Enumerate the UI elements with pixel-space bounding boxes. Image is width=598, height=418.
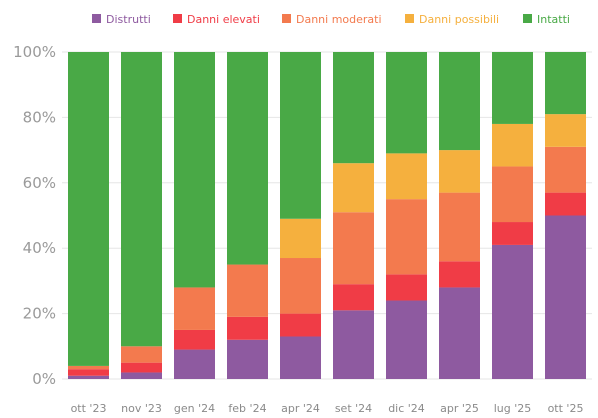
bar-segment-danni-moderati: [121, 346, 162, 363]
x-tick-label: feb '24: [228, 402, 266, 415]
bar-segment-danni-moderati: [439, 192, 480, 262]
bar-segment-danni-moderati: [68, 365, 109, 370]
x-axis: ott '23 nov '23 gen '24 feb '24 apr '24 set '…: [71, 402, 584, 415]
legend-label: Intatti: [537, 13, 570, 26]
bar-segment-danni-moderati: [545, 146, 586, 193]
bar-segment-distrutti: [121, 372, 162, 379]
bar-segment-intatti: [174, 52, 215, 288]
legend-swatch: [282, 14, 291, 23]
bar-segment-danni-elevati: [280, 313, 321, 337]
bar-stack: [174, 52, 215, 379]
bar-segment-intatti: [227, 52, 268, 265]
y-tick-label: 40%: [23, 239, 56, 257]
x-tick-label: nov '23: [121, 402, 162, 415]
legend-swatch: [92, 14, 101, 23]
y-axis: 0% 20% 40% 60% 80% 100%: [13, 43, 56, 388]
bar-segment-distrutti: [439, 287, 480, 379]
bar-segment-intatti: [121, 52, 162, 347]
x-tick-label: dic '24: [388, 402, 425, 415]
bar-stack: [68, 52, 109, 379]
legend-label: Distrutti: [106, 13, 151, 26]
bar-segment-danni-possibili: [280, 218, 321, 259]
bar-segment-danni-elevati: [492, 222, 533, 245]
bar-segment-distrutti: [227, 339, 268, 379]
legend-swatch: [405, 14, 414, 23]
bar-stack: [227, 52, 268, 379]
bar-segment-danni-elevati: [386, 274, 427, 301]
bar-segment-intatti: [439, 52, 480, 151]
legend-item: Intatti: [523, 13, 570, 26]
bar-segment-distrutti: [68, 375, 109, 379]
bar-segment-danni-elevati: [227, 316, 268, 340]
legend-item: Danni elevati: [173, 13, 260, 26]
bar-segment-danni-possibili: [386, 153, 427, 200]
x-tick-label: gen '24: [174, 402, 215, 415]
bar-segment-danni-moderati: [386, 199, 427, 275]
bar-segment-intatti: [386, 52, 427, 154]
y-tick-label: 60%: [23, 174, 56, 192]
bar-segment-danni-elevati: [545, 192, 586, 216]
bar-segment-danni-elevati: [121, 362, 162, 373]
bar-segment-distrutti: [386, 300, 427, 379]
x-tick-label: apr '24: [281, 402, 320, 415]
bar-segment-danni-elevati: [439, 261, 480, 288]
legend-label: Danni elevati: [187, 13, 260, 26]
bar-segment-danni-moderati: [280, 258, 321, 314]
bars: [68, 52, 586, 379]
bar-segment-danni-possibili: [439, 150, 480, 193]
x-tick-label: ott '25: [548, 402, 584, 415]
x-tick-label: apr '25: [440, 402, 479, 415]
bar-segment-danni-possibili: [545, 114, 586, 147]
legend-swatch: [523, 14, 532, 23]
bar-segment-intatti: [280, 52, 321, 219]
legend-item: Danni moderati: [282, 13, 382, 26]
bar-segment-danni-moderati: [174, 287, 215, 330]
bar-segment-intatti: [333, 52, 374, 164]
y-tick-label: 20%: [23, 305, 56, 323]
bar-segment-danni-elevati: [333, 284, 374, 311]
bar-segment-intatti: [545, 52, 586, 115]
bar-segment-intatti: [68, 52, 109, 366]
bar-segment-danni-moderati: [333, 212, 374, 285]
bar-stack: [121, 52, 162, 379]
bar-stack: [333, 52, 374, 379]
legend-label: Danni moderati: [296, 13, 382, 26]
x-tick-label: lug '25: [494, 402, 532, 415]
bar-stack: [280, 52, 321, 379]
x-tick-label: ott '23: [71, 402, 107, 415]
x-tick-label: set '24: [335, 402, 372, 415]
bar-segment-distrutti: [492, 244, 533, 379]
bar-stack: [545, 52, 586, 379]
bar-segment-danni-moderati: [492, 166, 533, 223]
bar-stack: [492, 52, 533, 379]
bar-stack: [439, 52, 480, 379]
bar-segment-distrutti: [280, 336, 321, 379]
legend-swatch: [173, 14, 182, 23]
y-tick-label: 100%: [13, 43, 56, 61]
legend-label: Danni possibili: [419, 13, 499, 26]
legend: Distrutti Danni elevati Danni moderati Dann…: [92, 13, 570, 26]
y-tick-label: 80%: [23, 108, 56, 126]
y-tick-label: 0%: [32, 370, 56, 388]
bar-segment-danni-possibili: [333, 163, 374, 213]
bar-segment-distrutti: [333, 310, 374, 379]
bar-segment-danni-possibili: [492, 123, 533, 167]
bar-segment-distrutti: [174, 349, 215, 379]
legend-item: Distrutti: [92, 13, 151, 26]
bar-segment-distrutti: [545, 215, 586, 379]
bar-segment-danni-elevati: [68, 369, 109, 376]
bar-stack: [386, 52, 427, 379]
bar-segment-danni-elevati: [174, 329, 215, 350]
bar-segment-danni-moderati: [227, 264, 268, 317]
legend-item: Danni possibili: [405, 13, 499, 26]
bar-segment-intatti: [492, 52, 533, 124]
